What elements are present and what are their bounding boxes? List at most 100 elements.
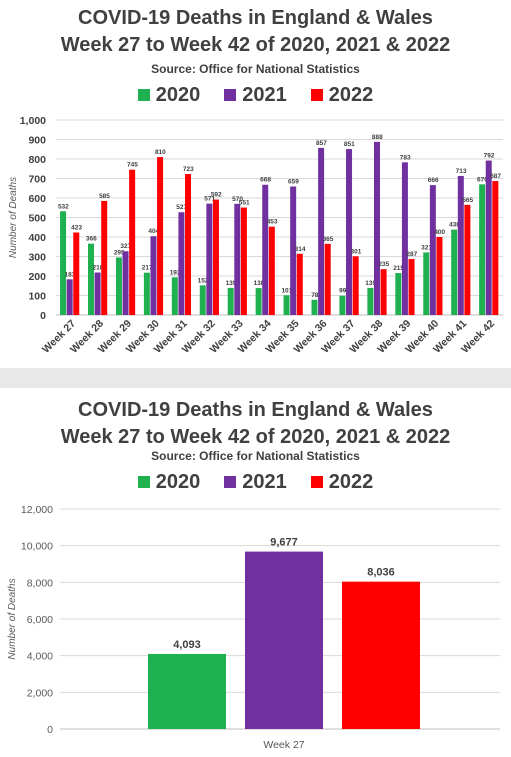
data-label-2022: 301 [351,248,362,255]
bar-2021 [178,212,185,315]
data-label-2022: 235 [378,261,389,268]
data-label-2021: 792 [484,153,495,160]
data-label-2022: 8,036 [367,567,395,579]
panel-divider [0,368,511,388]
bar-2022 [101,200,108,315]
bar-2022 [296,253,303,315]
bar-2020 [171,277,178,315]
y-tick-label: 10,000 [21,541,53,553]
bar-2022 [129,169,136,315]
y-tick-label: 400 [28,232,46,244]
data-label-2022: 423 [71,225,82,232]
data-label-2021: 851 [344,141,355,148]
legend-item-2022: 2022 [310,471,373,493]
y-tick-label: 200 [28,271,46,283]
x-tick-label: Week 27 [263,739,304,751]
bar-2022 [464,204,471,315]
y-axis-label: Number of Deaths [8,177,19,258]
bar-2022 [185,174,192,315]
data-label-2021: 9,677 [270,537,298,549]
data-label-2021: 327 [120,243,131,250]
bar-2021 [94,272,101,315]
data-label-2022: 314 [295,246,306,253]
data-label-2020: 295 [114,249,125,256]
bar-2021 [150,236,157,315]
legend-item-2021: 2021 [224,471,287,493]
bar-2021 [290,186,297,315]
bar-2022 [324,243,331,315]
legend-swatch-2020 [137,476,150,488]
chart-title: COVID-19 Deaths in England & Wales [78,399,433,421]
total-chart-panel: COVID-19 Deaths in England & Wales Week … [0,388,511,757]
legend-swatch-2020 [137,89,150,101]
bar-2022 [212,199,219,315]
y-tick-label: 800 [28,154,46,166]
data-label-2020: 139 [365,280,376,287]
chart-title: COVID-19 Deaths in England & Wales [78,7,433,29]
bar-2020 [148,653,226,729]
bar-2020 [311,299,318,315]
bar-2021 [206,203,213,315]
y-tick-label: 300 [28,252,46,264]
data-label-2022: 287 [406,251,417,258]
data-label-2020: 532 [58,203,69,210]
legend-item-2021: 2021 [224,84,287,106]
y-tick-label: 900 [28,135,46,147]
chart-subtitle: Week 27 to Week 42 of 2020, 2021 & 2022 [60,426,451,448]
bar-2020 [395,273,402,315]
bar-2020 [255,288,262,315]
bar-2020 [115,257,122,315]
y-tick-label: 6,000 [27,614,53,626]
data-label-2022: 687 [490,173,501,180]
data-label-2021: 713 [456,168,467,175]
data-label-2020: 670 [477,176,488,183]
chart-legend: 2020 2021 2022 [0,471,511,493]
bar-2021 [346,149,353,315]
data-label-2021: 668 [260,177,271,184]
weekly-bar-chart: 0 100 200 300 400 500 600 700 800 900 1,000 Number … [8,115,503,356]
bar-2021 [373,141,380,315]
data-label-2021: 783 [400,154,411,161]
legend-item-2020: 2020 [137,84,200,106]
data-label-2020: 138 [254,280,265,287]
bar-2021 [262,184,269,315]
bar-2022 [492,181,499,315]
bar-2022 [380,269,387,315]
chart-source: Source: Office for National Statistics [151,449,360,463]
data-label-2021: 888 [372,134,383,141]
data-label-2020: 193 [170,269,181,276]
data-label-2020: 215 [393,265,404,272]
bar-2022 [268,226,275,315]
bar-2020 [88,243,95,315]
data-label-2021: 571 [204,196,215,203]
y-axis-label: Number of Deaths [7,578,18,659]
bar-2022 [240,207,247,315]
data-label-2021: 218 [92,264,103,271]
y-tick-label: 0 [47,724,53,736]
data-label-2022: 400 [434,229,445,236]
bar-2021 [122,251,129,315]
bar-2021 [429,185,436,315]
data-label-2022: 585 [99,193,110,200]
total-bar-chart: 0 2,000 4,000 6,000 8,000 10,000 12,000 Number … [7,504,500,751]
bar-2021 [457,175,464,315]
chart-legend: 2020 2021 2022 [0,84,511,106]
data-label-2022: 745 [127,162,138,169]
y-tick-label: 12,000 [21,504,53,516]
data-label-2021: 570 [232,196,243,203]
y-tick-label: 100 [28,291,46,303]
bar-2020 [60,211,67,315]
y-tick-label: 700 [28,174,46,186]
legend-swatch-2021 [224,476,237,488]
legend-item-2020: 2020 [137,471,200,493]
data-label-2020: 78 [311,292,319,299]
chart-source: Source: Office for National Statistics [151,62,360,76]
bar-2020 [339,295,346,315]
y-tick-label: 600 [28,193,46,205]
data-label-2021: 666 [428,177,439,184]
legend-swatch-2022 [310,476,323,488]
bar-2021 [401,162,408,315]
y-tick-label: 8,000 [27,577,53,589]
y-tick-label: 1,000 [20,115,46,127]
bar-2021 [234,203,241,315]
